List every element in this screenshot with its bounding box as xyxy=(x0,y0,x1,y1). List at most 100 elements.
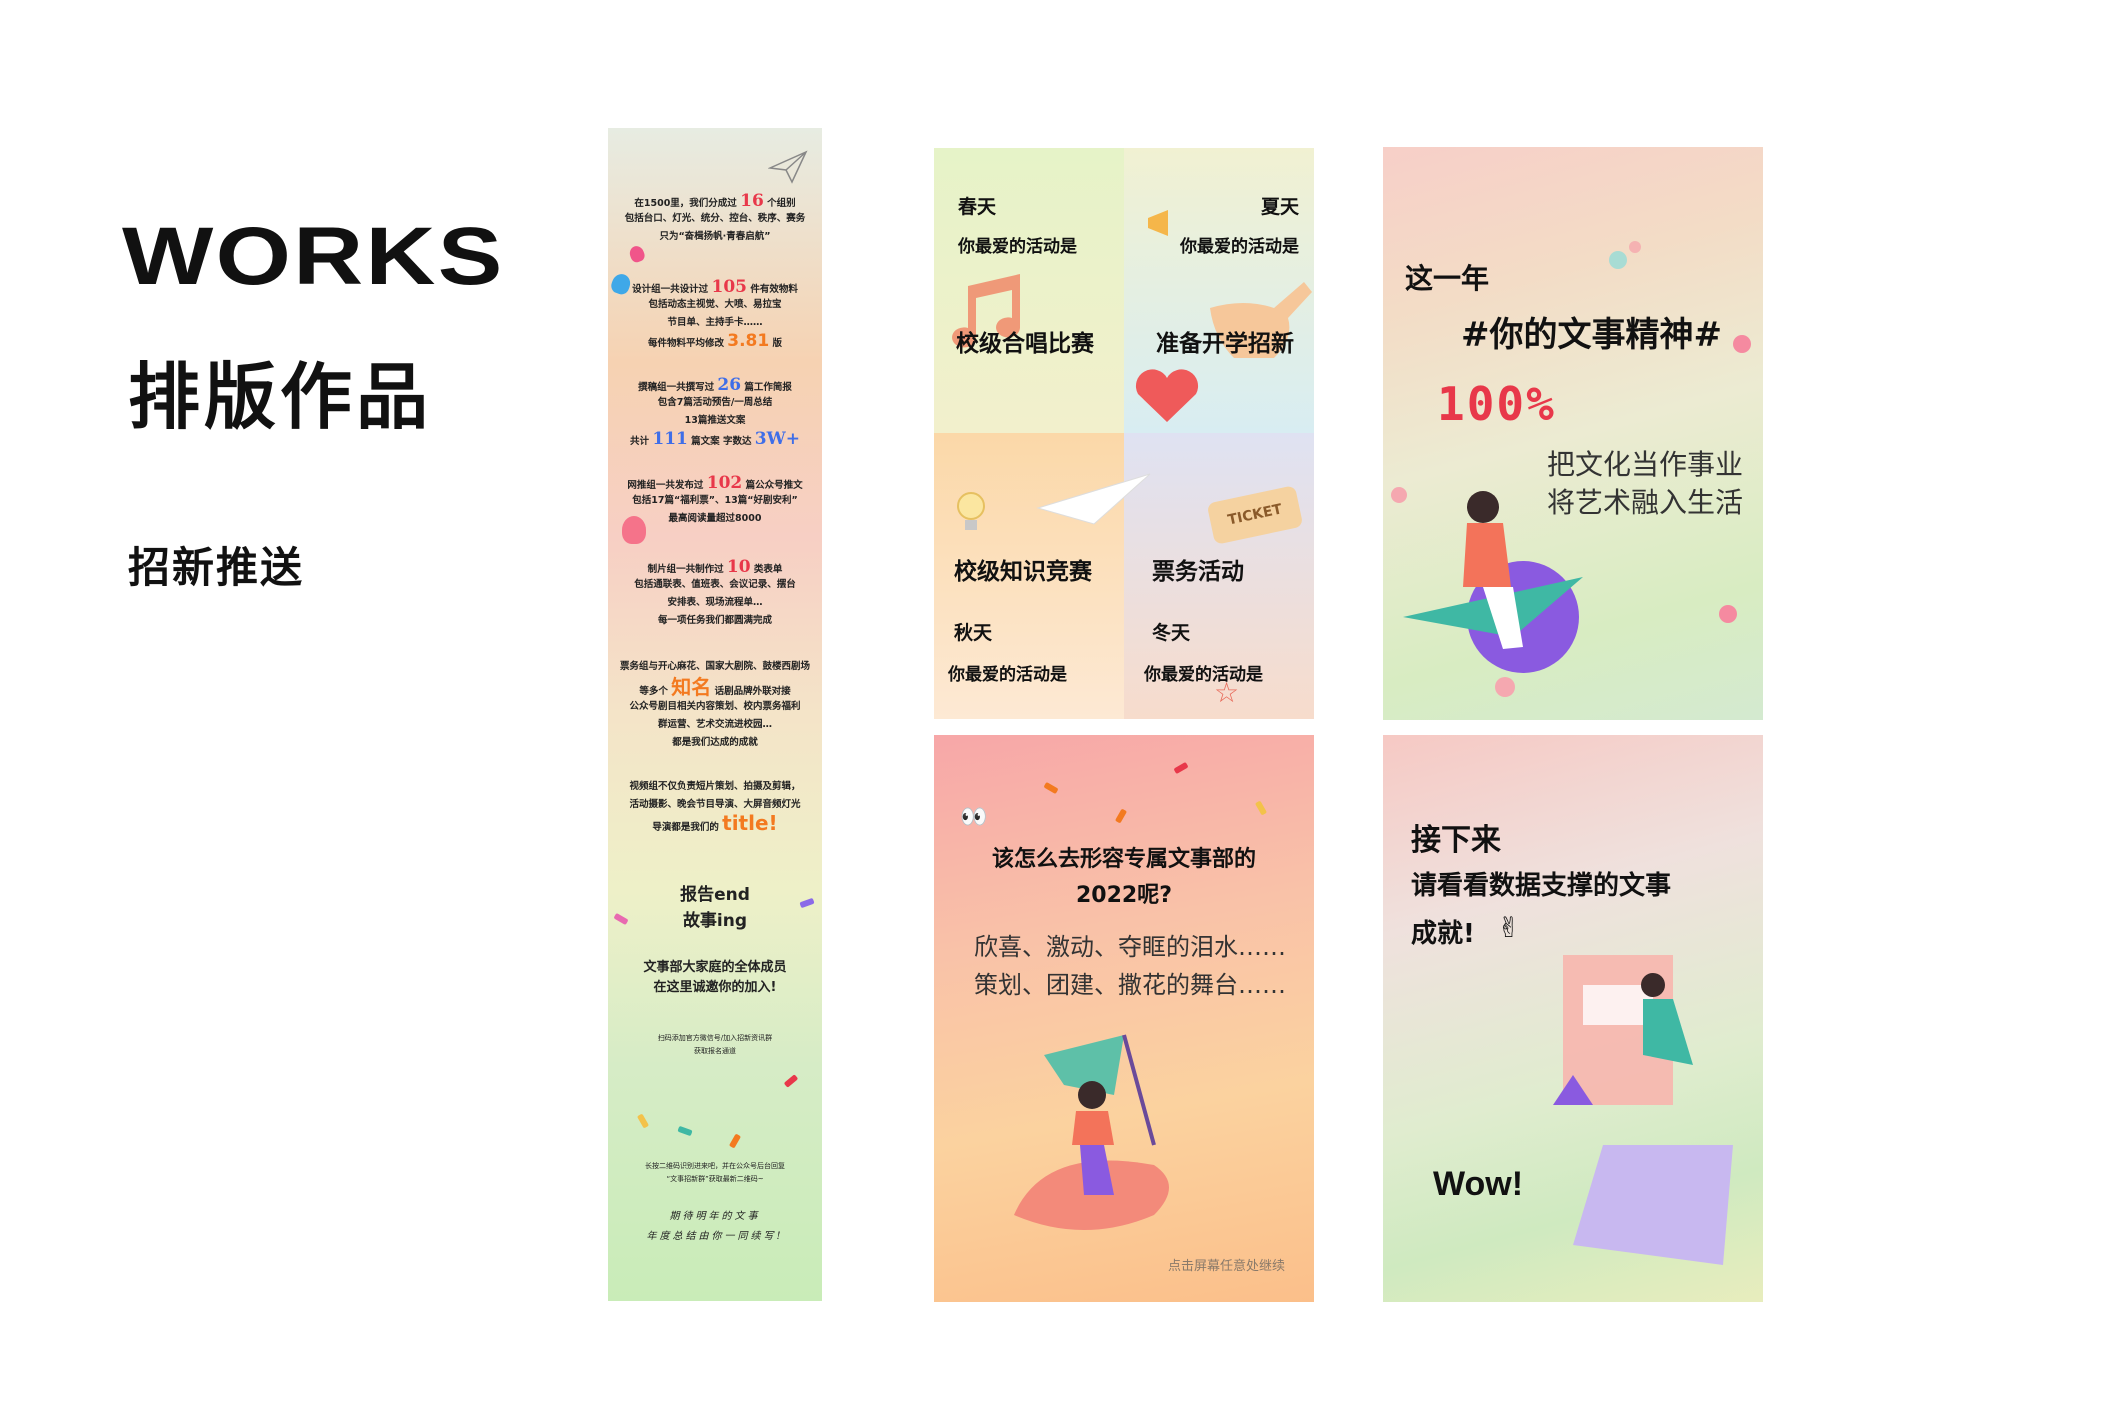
poster-line: 最高阅读量超过8000 xyxy=(668,513,762,524)
poster-line: 制片组一共制作过 10 类表单 xyxy=(647,557,783,577)
spirit-line1: 这一年 xyxy=(1405,262,1490,295)
rider-illustration xyxy=(1403,491,1583,673)
poster-line: 只为“奋楫扬帆·青春启航” xyxy=(659,231,771,242)
rocket-flag-illustration xyxy=(1014,1034,1169,1230)
wow-line1: 接下来 xyxy=(1411,823,1501,858)
paper-plane-icon xyxy=(768,150,808,184)
data-illustration xyxy=(1553,955,1733,1265)
handwritten-line: 年度总结由你一同续写! xyxy=(646,1231,784,1242)
continue-hint[interactable]: 点击屏幕任意处继续 xyxy=(1168,1259,1286,1274)
autumn-quadrant xyxy=(934,433,1124,719)
works-subtitle: 排版作品 xyxy=(128,355,433,439)
spirit-line2: #你的文事精神# xyxy=(1461,315,1722,355)
summer-question: 你最爱的活动是 xyxy=(1180,237,1299,257)
end-line: 报告end xyxy=(680,885,750,905)
year-line2: 策划、团建、撒花的舞台…… xyxy=(974,971,1286,999)
poster-line: 网推组一共发布过 102 篇公众号推文 xyxy=(627,473,803,493)
poster-line: 导演都是我们的 title! xyxy=(652,811,778,835)
follow-note: 长按二维码识别进来吧，并在公众号后台回复 xyxy=(645,1162,785,1170)
confetti xyxy=(1254,800,1268,816)
dot xyxy=(1391,487,1407,503)
poster-line: 13篇推送文案 xyxy=(684,415,746,426)
poster-line: 包含7篇活动预告/一周总结 xyxy=(657,397,773,408)
wow-line3: 成就! xyxy=(1411,919,1475,949)
spirit-slogan1: 把文化当作事业 xyxy=(1547,448,1744,481)
poster-line: 每件物料平均修改 3.81 版 xyxy=(647,331,783,351)
invite-line: 在这里诚邀你的加入! xyxy=(653,980,777,995)
spring-quadrant xyxy=(934,148,1124,433)
poster-line: 活动摄影、晚会节目导演、大屏音频灯光 xyxy=(629,799,801,810)
confetti xyxy=(636,1113,650,1129)
dot xyxy=(1733,335,1751,353)
summer-label: 夏天 xyxy=(1261,196,1300,218)
butterfly-icon xyxy=(622,516,646,544)
qr-note: 扫码添加官方微信号/加入招新资讯群 xyxy=(657,1034,773,1042)
poster-line: 每一项任务我们都圆满完成 xyxy=(657,615,772,626)
year-question2: 2022呢? xyxy=(1076,883,1172,908)
poster-line: 设计组一共设计过 105 件有效物料 xyxy=(632,277,798,297)
poster-line: 视频组不仅负责短片策划、拍摄及剪辑， xyxy=(629,781,801,792)
spirit-card: 这一年 #你的文事精神# 100% 把文化当作事业 将艺术融入生活 xyxy=(1383,147,1763,720)
poster-line: 共计 111 篇文案 字数达 3W+ xyxy=(630,429,800,449)
heart-icon xyxy=(1135,369,1199,422)
spring-question: 你最爱的活动是 xyxy=(958,237,1077,257)
poster-line: 包括台口、灯光、统分、控台、秩序、赛务 xyxy=(624,213,806,224)
spring-label: 春天 xyxy=(958,196,997,218)
butterfly-icon xyxy=(627,244,647,264)
star-icon: ☆ xyxy=(1214,676,1240,709)
wow-text: Wow! xyxy=(1433,1165,1524,1203)
year-line1: 欣喜、激动、夺眶的泪水…… xyxy=(974,933,1286,961)
poster-line: 群运营、艺术交流进校园… xyxy=(657,719,772,730)
poster-line: 包括动态主视觉、大喷、易拉宝 xyxy=(648,299,782,310)
megaphone-icon xyxy=(1148,210,1168,236)
poster-line: 节目单、主持手卡…… xyxy=(667,317,763,328)
autumn-label: 秋天 xyxy=(954,622,993,644)
dot xyxy=(1609,251,1627,269)
follow-note: “文事招新群”获取最新二维码~ xyxy=(666,1175,764,1183)
dot xyxy=(1495,677,1515,697)
spirit-percent: 100% xyxy=(1437,377,1556,431)
confetti xyxy=(1043,781,1059,795)
paper-plane-icon xyxy=(1036,473,1151,525)
poster-line: 在1500里，我们分成过 16 个组别 xyxy=(634,191,796,211)
winter-question: 你最爱的活动是 xyxy=(1144,665,1263,685)
poster-line: 票务组与开心麻花、国家大剧院、鼓楼西剧场 xyxy=(619,661,810,672)
invite-line: 文事部大家庭的全体成员 xyxy=(643,960,787,975)
poster-line: 等多个 知名 话剧品牌外联对接 xyxy=(639,675,791,699)
wow-line2: 请看看数据支撑的文事 xyxy=(1411,871,1672,901)
spring-event: 校级合唱比赛 xyxy=(956,331,1094,357)
spirit-slogan2: 将艺术融入生活 xyxy=(1547,486,1744,519)
wow-card: 接下来 请看看数据支撑的文事 成就! ✌ Wow! xyxy=(1383,735,1763,1302)
autumn-event: 校级知识竞赛 xyxy=(954,559,1092,585)
poster-line: 撰稿组一共撰写过 26 篇工作简报 xyxy=(638,375,792,395)
hand-pointing-icon xyxy=(1210,282,1312,358)
works-title: WORKS xyxy=(122,211,505,302)
winter-event: 票务活动 xyxy=(1152,559,1244,585)
autumn-question: 你最爱的活动是 xyxy=(948,665,1067,685)
confetti xyxy=(1114,808,1128,824)
winter-label: 冬天 xyxy=(1152,622,1191,644)
recruit-poster-long: 在1500里，我们分成过 16 个组别 包括台口、灯光、统分、控台、秩序、赛务 … xyxy=(608,128,822,1301)
confetti xyxy=(783,1074,799,1088)
section-label: 招新推送 xyxy=(128,543,305,592)
confetti xyxy=(728,1133,742,1149)
victory-hand-icon: ✌ xyxy=(1497,911,1521,944)
year-question1: 该怎么去形容专属文事部的 xyxy=(991,847,1256,872)
eyes-icon: 👀 xyxy=(960,805,988,830)
light-bulb-icon xyxy=(957,492,985,530)
dot xyxy=(1719,605,1737,623)
handwritten-line: 期待明年的文事 xyxy=(669,1211,761,1222)
confetti xyxy=(677,1125,693,1137)
confetti xyxy=(1173,761,1189,775)
season-card: 春天 你最爱的活动是 校级合唱比赛 夏天 你最爱的活动是 准备开学招新 校级知识… xyxy=(934,148,1314,719)
summer-event: 准备开学招新 xyxy=(1156,331,1294,357)
qr-note: 获取报名通道 xyxy=(694,1047,736,1055)
poster-line: 包括通联表、值班表、会议记录、摆台 xyxy=(634,579,796,590)
dot xyxy=(1629,241,1641,253)
poster-line: 安排表、现场流程单… xyxy=(667,597,763,608)
poster-line: 公众号剧目相关内容策划、校内票务福利 xyxy=(629,701,801,712)
year-card: 👀 该怎么去形容专属文事部的 2022呢? 欣喜、激动、夺眶的泪水…… 策划、团… xyxy=(934,735,1314,1302)
winter-quadrant xyxy=(1124,433,1314,719)
poster-line: 都是我们达成的成就 xyxy=(672,737,758,748)
music-note-icon xyxy=(952,274,1020,348)
